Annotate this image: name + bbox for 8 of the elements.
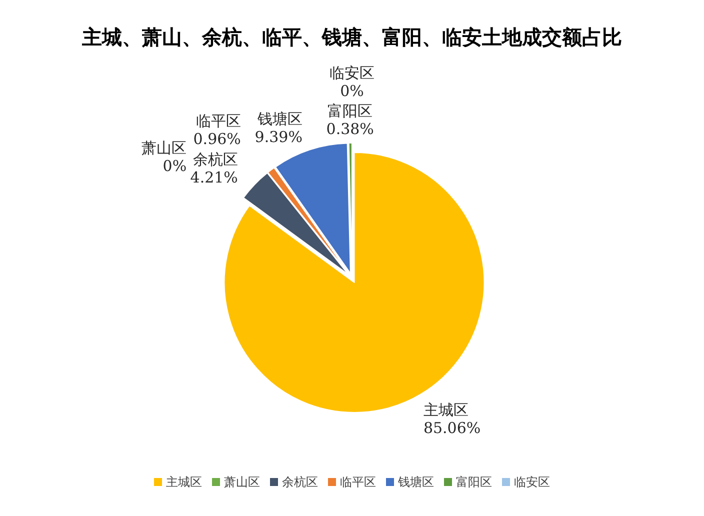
legend-label: 钱塘区: [397, 475, 434, 489]
legend-label: 余杭区: [282, 475, 318, 489]
title: 主城、萧山、余杭、临平、钱塘、富阳、临安土地成交额占比: [82, 25, 622, 49]
legend-label: 主城区: [166, 475, 202, 489]
legend-label: 萧山区: [224, 475, 260, 489]
legend-label: 临安区: [514, 475, 550, 489]
legend-label: 富阳区: [456, 475, 492, 489]
legend-label: 临平区: [340, 475, 376, 489]
